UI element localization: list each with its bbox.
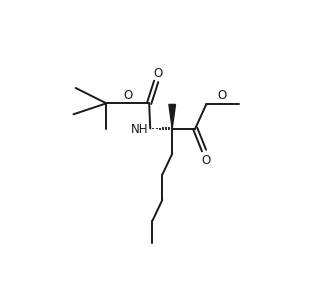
Text: NH: NH [131, 123, 148, 136]
Text: O: O [124, 89, 133, 102]
Polygon shape [169, 104, 176, 129]
Text: O: O [217, 89, 226, 102]
Text: O: O [153, 67, 162, 80]
Text: O: O [202, 154, 211, 168]
